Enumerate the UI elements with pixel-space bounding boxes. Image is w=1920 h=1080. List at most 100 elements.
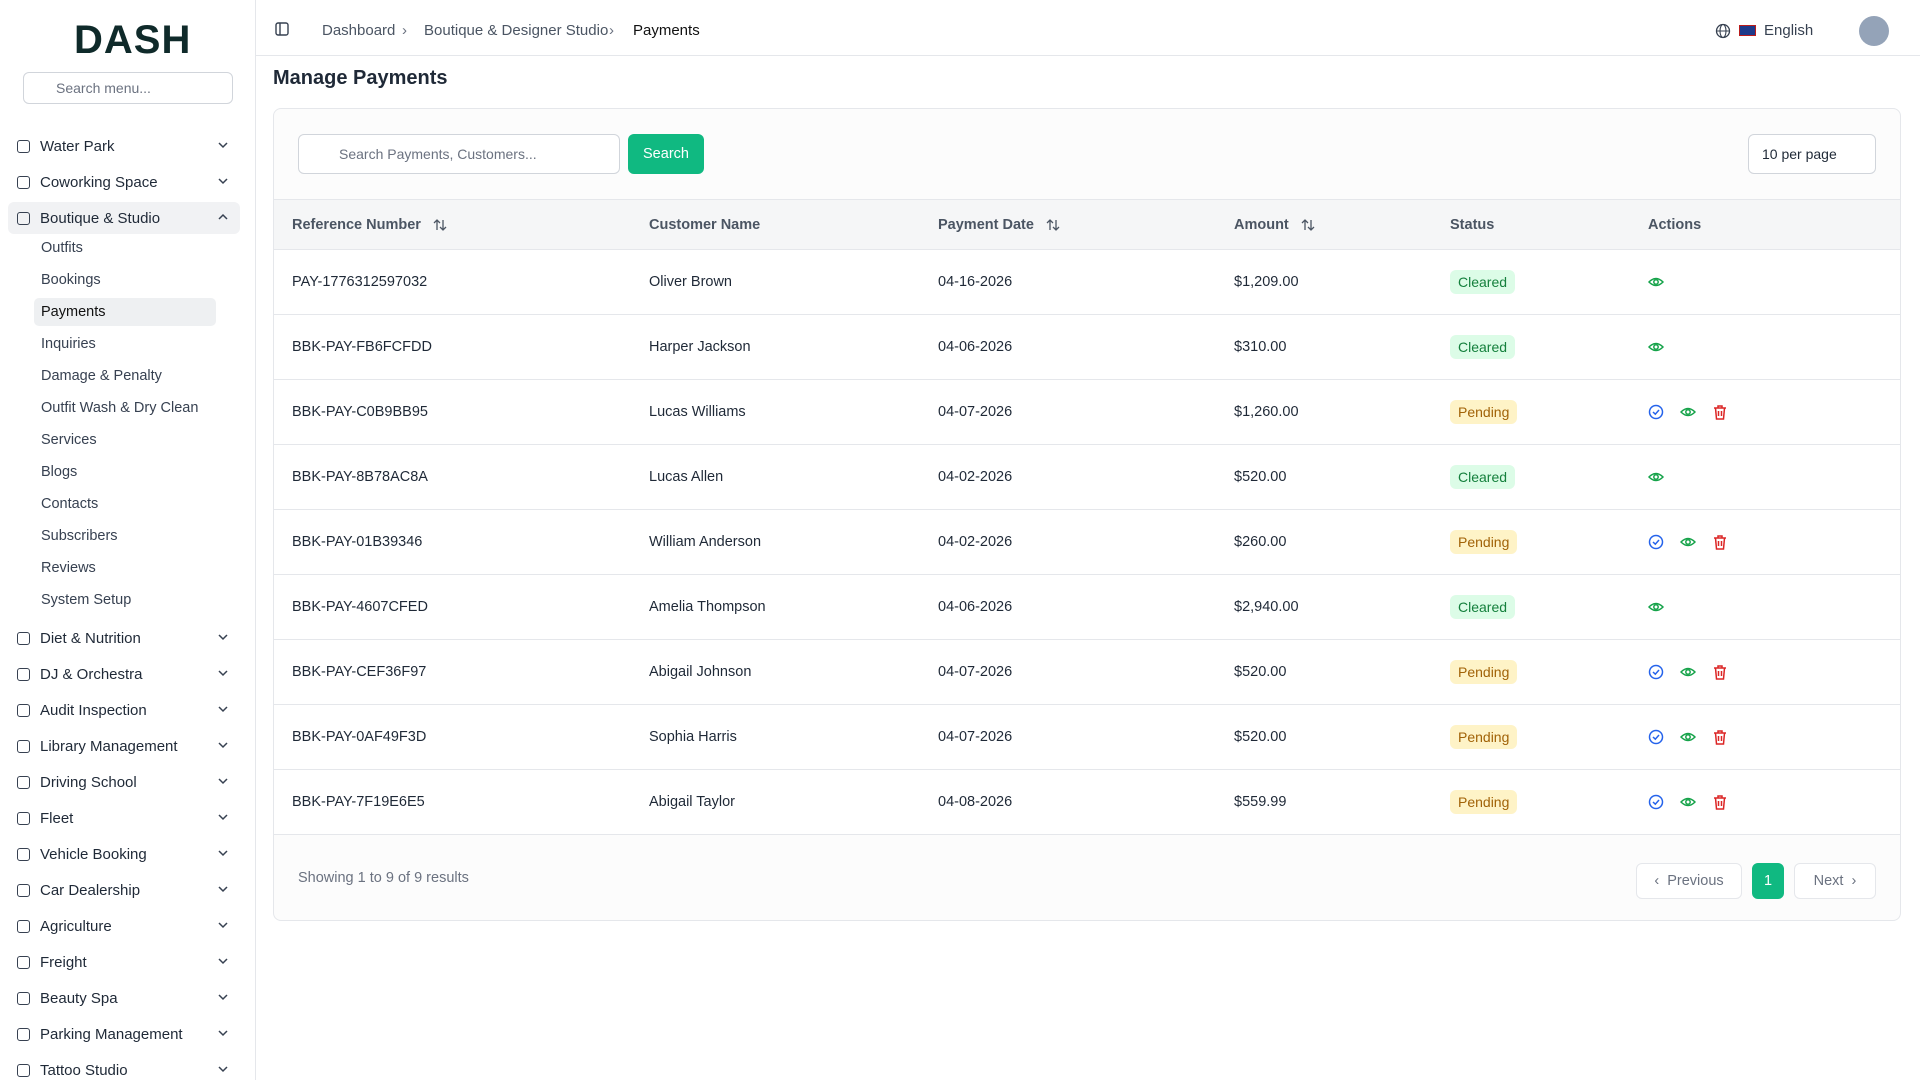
- table-row: BBK-PAY-4607CFED Amelia Thompson 04-06-202…: [274, 574, 1900, 640]
- breadcrumb[interactable]: Dashboard: [322, 22, 396, 39]
- table-row: BBK-PAY-01B39346 William Anderson 04-02-20…: [274, 509, 1900, 575]
- submenu-item[interactable]: Bookings: [41, 272, 101, 288]
- menu-item[interactable]: DJ & Orchestra: [8, 658, 240, 690]
- view-icon[interactable]: [1679, 664, 1697, 680]
- next-button[interactable]: Next ›: [1794, 863, 1876, 899]
- submenu-item[interactable]: Outfit Wash & Dry Clean: [41, 400, 199, 416]
- delete-icon[interactable]: [1712, 794, 1728, 810]
- cell: Pending: [1449, 509, 1647, 575]
- view-icon[interactable]: [1679, 729, 1697, 745]
- menu-label: Fleet: [40, 810, 74, 827]
- menu-label: Water Park: [40, 138, 115, 155]
- submenu-item[interactable]: Reviews: [41, 560, 96, 576]
- sort-icon[interactable]: [1301, 218, 1315, 231]
- cell-text: $260.00: [1234, 534, 1287, 550]
- submenu-item[interactable]: Contacts: [41, 496, 99, 512]
- cell-text: 04-06-2026: [938, 339, 1013, 355]
- menu-item[interactable]: Coworking Space: [8, 166, 240, 198]
- language[interactable]: English: [1764, 22, 1814, 39]
- label: Previous: [1667, 873, 1724, 889]
- approve-icon[interactable]: [1648, 729, 1664, 745]
- submenu-item[interactable]: Outfits: [41, 240, 83, 256]
- avatar[interactable]: [1859, 16, 1889, 46]
- cell: Cleared: [1449, 574, 1647, 640]
- cell-text: 04-02-2026: [938, 469, 1013, 485]
- menu-item[interactable]: Vehicle Booking: [8, 838, 240, 870]
- delete-icon[interactable]: [1712, 729, 1728, 745]
- menu-item[interactable]: Car Dealership: [8, 874, 240, 906]
- table-row: BBK-PAY-CEF36F97 Abigail Johnson 04-07-202…: [274, 639, 1900, 705]
- cell: 04-07-2026: [937, 639, 1233, 705]
- menu-item[interactable]: Driving School: [8, 766, 240, 798]
- view-icon[interactable]: [1679, 404, 1697, 420]
- cell-text: BBK-PAY-8B78AC8A: [292, 469, 428, 485]
- cell: Oliver Brown: [648, 249, 937, 315]
- delete-icon[interactable]: [1712, 404, 1728, 420]
- approve-icon[interactable]: [1648, 664, 1664, 680]
- column-header: Customer Name: [648, 199, 937, 250]
- sort-icon[interactable]: [1046, 218, 1060, 231]
- cell-text: 04-08-2026: [938, 794, 1013, 810]
- menu-item[interactable]: Library Management: [8, 730, 240, 762]
- header-label: Status: [1450, 216, 1495, 233]
- table-row: BBK-PAY-0AF49F3D Sophia Harris 04-07-2026 $…: [274, 704, 1900, 770]
- menu-item[interactable]: Fleet: [8, 802, 240, 834]
- delete-icon[interactable]: [1712, 664, 1728, 680]
- view-icon[interactable]: [1679, 794, 1697, 810]
- view-icon[interactable]: [1647, 599, 1665, 615]
- status-badge: Pending: [1450, 530, 1518, 554]
- menu-item[interactable]: Parking Management: [8, 1018, 240, 1050]
- menu-search[interactable]: Search menu...: [23, 72, 233, 104]
- cell-text: Harper Jackson: [649, 339, 751, 355]
- search-button[interactable]: Search: [628, 134, 704, 174]
- submenu-item[interactable]: Inquiries: [41, 336, 96, 352]
- menu-item[interactable]: Tattoo Studio: [8, 1054, 240, 1080]
- cell: BBK-PAY-C0B9BB95: [274, 379, 648, 445]
- approve-icon[interactable]: [1648, 404, 1664, 420]
- submenu-item[interactable]: Blogs: [41, 464, 78, 480]
- view-icon[interactable]: [1679, 534, 1697, 550]
- menu-label: Audit Inspection: [40, 702, 147, 719]
- menu-item[interactable]: Beauty Spa: [8, 982, 240, 1014]
- menu-label: Coworking Space: [40, 174, 158, 191]
- menu-item[interactable]: Boutique & Studio: [8, 202, 240, 234]
- submenu-item[interactable]: Payments: [34, 298, 216, 326]
- menu-item[interactable]: Diet & Nutrition: [8, 622, 240, 654]
- cell-text: $310.00: [1234, 339, 1287, 355]
- sidebar-toggle[interactable]: [275, 22, 289, 36]
- column-header: Status: [1449, 199, 1647, 250]
- cell: 04-16-2026: [937, 249, 1233, 315]
- cell: $1,260.00: [1233, 379, 1449, 445]
- submenu-item[interactable]: System Setup: [41, 592, 132, 608]
- cell-text: 04-07-2026: [938, 664, 1013, 680]
- submenu-item[interactable]: Services: [41, 432, 97, 448]
- sort-icon[interactable]: [433, 218, 447, 231]
- menu-item[interactable]: Water Park: [8, 130, 240, 162]
- previous-button[interactable]: ‹ Previous: [1636, 863, 1742, 899]
- table-search[interactable]: Search Payments, Customers...: [298, 134, 620, 174]
- approve-icon[interactable]: [1648, 534, 1664, 550]
- submenu-item[interactable]: Subscribers: [41, 528, 118, 544]
- cell: Lucas Allen: [648, 444, 937, 510]
- menu-item[interactable]: Audit Inspection: [8, 694, 240, 726]
- page-button[interactable]: 1: [1752, 863, 1784, 899]
- submenu-item[interactable]: Damage & Penalty: [41, 368, 162, 384]
- label: Next: [1813, 873, 1844, 889]
- delete-icon[interactable]: [1712, 534, 1728, 550]
- view-icon[interactable]: [1647, 339, 1665, 355]
- header-label: Reference Number: [292, 216, 421, 233]
- cell: Cleared: [1449, 249, 1647, 315]
- per-page-select[interactable]: 10 per page: [1748, 134, 1876, 174]
- menu-item[interactable]: Agriculture: [8, 910, 240, 942]
- view-icon[interactable]: [1647, 469, 1665, 485]
- table-row: BBK-PAY-FB6FCFDD Harper Jackson 04-06-2026…: [274, 314, 1900, 380]
- header-label: Actions: [1648, 216, 1702, 233]
- sidebar: DASH Search menu... Water Park Coworking …: [0, 0, 256, 1080]
- menu-label: Driving School: [40, 774, 137, 791]
- approve-icon[interactable]: [1648, 794, 1664, 810]
- breadcrumb[interactable]: Boutique & Designer Studio: [424, 22, 609, 39]
- view-icon[interactable]: [1647, 274, 1665, 290]
- menu-item[interactable]: Freight: [8, 946, 240, 978]
- cell: Pending: [1449, 704, 1647, 770]
- menu-label: Parking Management: [40, 1026, 183, 1043]
